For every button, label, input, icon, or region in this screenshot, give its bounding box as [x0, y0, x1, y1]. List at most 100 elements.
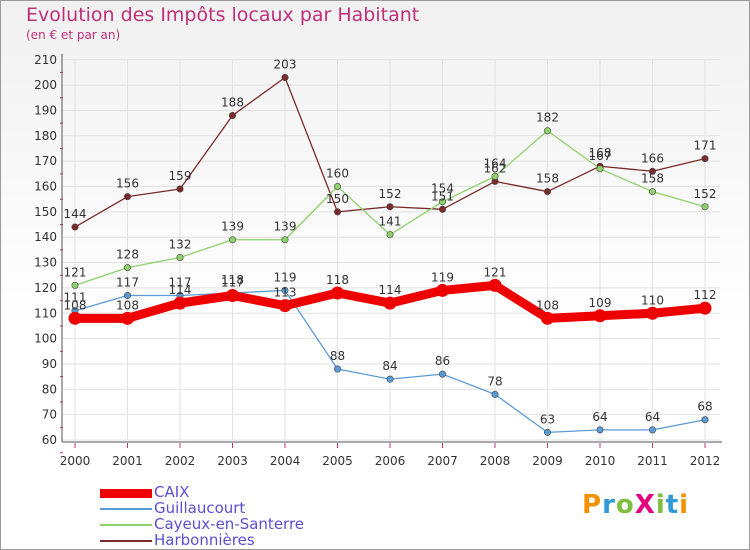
logo-letter: t [665, 490, 680, 520]
legend-swatch [100, 524, 152, 526]
data-point [383, 296, 397, 310]
data-label: 88 [330, 349, 345, 363]
data-label: 109 [589, 296, 612, 310]
data-point [281, 286, 289, 294]
legend-label: Guillaucourt [154, 499, 246, 517]
data-point [436, 283, 449, 297]
x-tick-label: 2005 [322, 454, 353, 468]
data-label: 113 [274, 286, 297, 300]
data-label: 63 [540, 412, 555, 426]
data-point [176, 253, 184, 261]
chart-title: Evolution des Impôts locaux par Habitant [26, 4, 420, 26]
data-label: 78 [487, 374, 502, 388]
data-label: 171 [694, 139, 717, 153]
data-point [648, 188, 656, 196]
y-tick-label: 150 [34, 205, 57, 219]
data-label: 84 [382, 359, 397, 373]
data-label: 108 [536, 298, 559, 312]
x-tick-label: 2003 [217, 454, 248, 468]
data-label: 132 [169, 237, 192, 251]
x-tick-label: 2011 [637, 454, 668, 468]
data-point [541, 311, 554, 325]
data-label: 168 [589, 146, 612, 160]
logo-letter: i [655, 490, 666, 520]
data-label: 119 [431, 270, 454, 284]
data-point [438, 198, 446, 206]
data-label: 167 [589, 149, 612, 163]
data-label: 114 [379, 283, 402, 297]
y-tick-label: 120 [34, 281, 57, 295]
data-point [229, 112, 237, 120]
y-tick-label: 70 [42, 408, 57, 422]
data-label: 108 [64, 298, 87, 312]
data-label: 139 [274, 220, 297, 234]
data-label: 112 [694, 288, 717, 302]
data-label: 141 [379, 215, 402, 229]
data-point [386, 375, 394, 383]
logo-letter: P [582, 490, 603, 520]
legend-swatch [100, 508, 152, 510]
data-point [701, 203, 709, 211]
y-tick-label: 110 [34, 306, 57, 320]
legend-swatch [100, 488, 152, 498]
data-label: 117 [221, 276, 244, 290]
data-point [386, 231, 394, 239]
data-point [173, 296, 187, 310]
data-label: 152 [379, 187, 402, 201]
y-tick-label: 60 [42, 433, 57, 447]
data-point [176, 185, 184, 193]
data-label: 159 [169, 169, 192, 183]
data-label: 110 [641, 293, 664, 307]
data-point [701, 155, 709, 163]
data-label: 164 [484, 156, 507, 170]
data-label: 162 [484, 161, 507, 175]
x-tick-label: 2004 [270, 454, 301, 468]
data-label: 64 [645, 410, 660, 424]
proxiti-logo: ProXiti [582, 490, 689, 520]
data-label: 158 [536, 172, 559, 186]
data-point [438, 205, 446, 213]
data-point [229, 236, 237, 244]
data-label: 64 [592, 410, 607, 424]
x-tick-label: 2012 [690, 454, 721, 468]
data-label: 151 [431, 189, 454, 203]
data-point [124, 292, 132, 300]
x-tick-label: 2009 [532, 454, 563, 468]
data-label: 182 [536, 111, 559, 125]
legend-swatch [100, 540, 152, 542]
data-point [488, 278, 502, 292]
logo-letter: r [602, 490, 616, 520]
data-label: 156 [116, 177, 139, 191]
y-tick-label: 90 [42, 357, 57, 371]
x-tick-label: 2002 [165, 454, 196, 468]
y-tick-label: 160 [34, 180, 57, 194]
y-tick-label: 170 [34, 154, 57, 168]
data-point [491, 390, 499, 398]
data-label: 203 [274, 57, 297, 71]
y-tick-label: 130 [34, 256, 57, 270]
x-tick-label: 2000 [60, 454, 91, 468]
data-point [596, 426, 604, 434]
y-tick-label: 100 [34, 332, 57, 346]
data-label: 154 [431, 182, 454, 196]
data-point [646, 306, 659, 320]
x-tick-label: 2006 [375, 454, 406, 468]
data-label: 119 [274, 270, 297, 284]
data-point [648, 167, 656, 175]
data-label: 117 [116, 276, 139, 290]
data-label: 128 [116, 248, 139, 262]
data-label: 144 [64, 207, 87, 221]
data-label: 118 [221, 273, 244, 287]
y-tick-label: 190 [34, 103, 57, 117]
data-point [593, 309, 607, 323]
data-label: 121 [64, 265, 87, 279]
data-point [543, 127, 551, 135]
x-tick-label: 2007 [427, 454, 458, 468]
data-point [438, 370, 446, 378]
data-point [543, 188, 551, 196]
data-point [698, 301, 712, 315]
logo-letter: X [634, 490, 656, 520]
data-label: 108 [116, 298, 139, 312]
